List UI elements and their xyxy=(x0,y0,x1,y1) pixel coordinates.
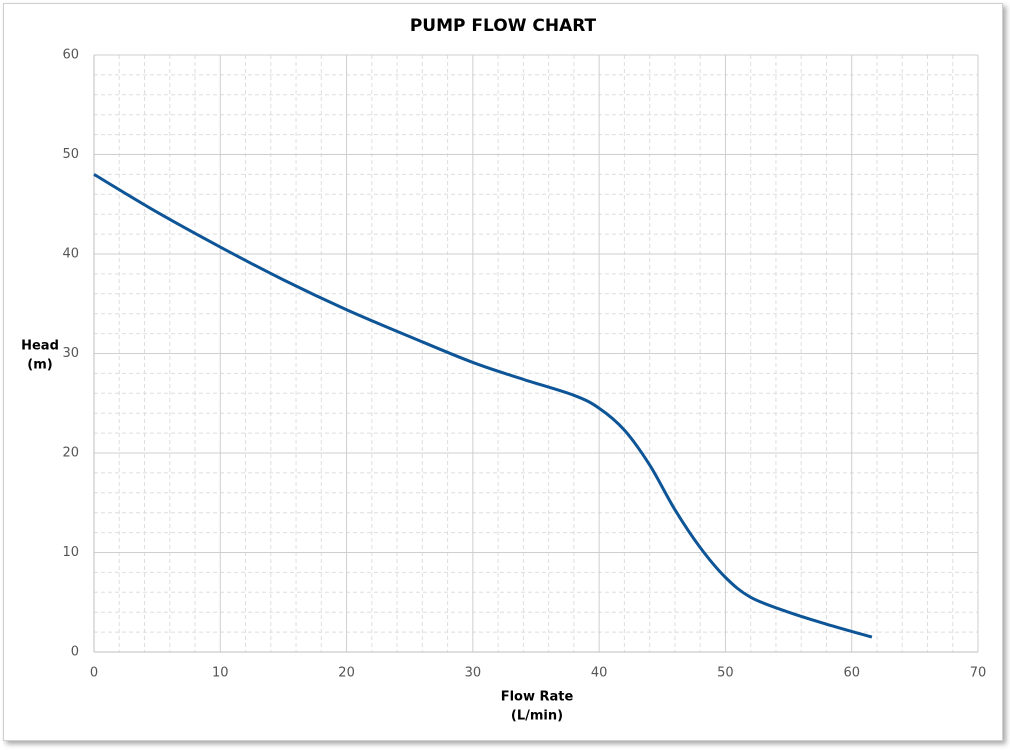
x-tick-label: 40 xyxy=(591,666,608,681)
x-tick-label: 50 xyxy=(717,666,734,681)
x-tick-label: 60 xyxy=(843,666,860,681)
chart-title: PUMP FLOW CHART xyxy=(410,16,597,36)
x-axis-title: (L/min) xyxy=(511,709,563,724)
y-tick-label: 0 xyxy=(71,645,79,660)
y-axis-title: (m) xyxy=(27,358,52,373)
y-tick-label: 10 xyxy=(62,545,79,560)
y-tick-label: 60 xyxy=(62,48,79,63)
x-axis-title: Flow Rate xyxy=(501,690,574,705)
x-tick-label: 20 xyxy=(338,666,355,681)
x-tick-label: 30 xyxy=(465,666,482,681)
x-tick-label: 10 xyxy=(212,666,229,681)
y-tick-label: 40 xyxy=(62,247,79,262)
y-axis-title: Head xyxy=(21,339,59,354)
data-line xyxy=(93,173,873,639)
x-tick-label: 70 xyxy=(970,666,987,681)
y-tick-label: 50 xyxy=(62,147,79,162)
y-tick-label: 20 xyxy=(62,446,79,461)
y-tick-label: 30 xyxy=(62,346,79,361)
x-tick-label: 0 xyxy=(90,666,98,681)
